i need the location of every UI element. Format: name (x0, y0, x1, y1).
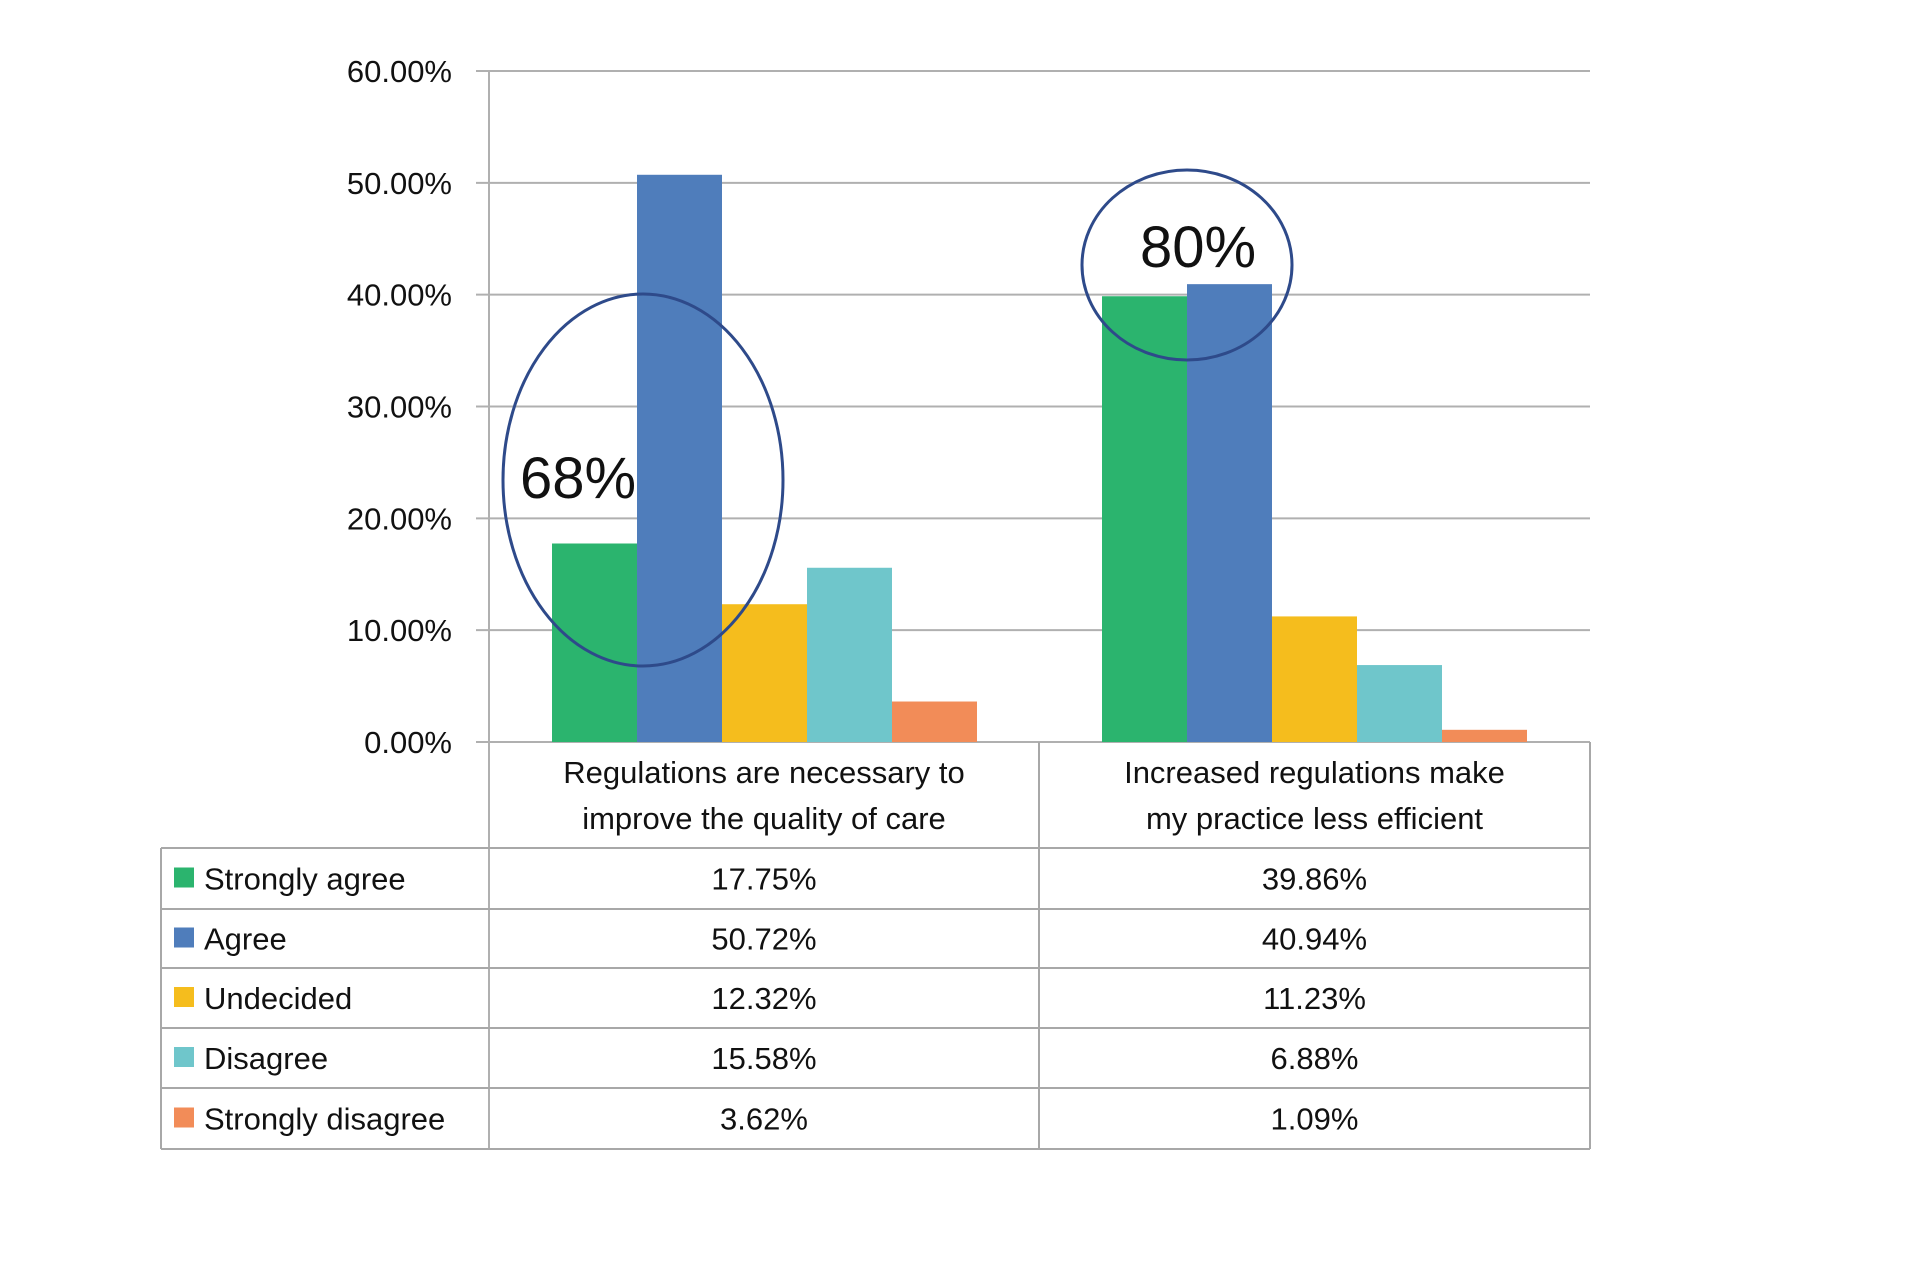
category-label: Increased regulations make (1124, 755, 1505, 790)
bar-strongly-agree (552, 543, 637, 742)
annotation-ellipse (1080, 168, 1294, 362)
y-tick-label: 30.00% (347, 390, 452, 425)
table-value: 40.94% (1262, 922, 1367, 957)
legend-swatch (174, 927, 194, 948)
annotations: 68% 80% (501, 168, 1294, 668)
table-value: 1.09% (1271, 1102, 1359, 1137)
table-value: 11.23% (1263, 981, 1366, 1016)
table-value: 12.32% (711, 981, 816, 1016)
table-value: 15.58% (711, 1041, 816, 1076)
bar-agree (637, 174, 722, 743)
bar-disagree (1357, 665, 1442, 742)
y-tick-label: 0.00% (364, 725, 452, 760)
category-label: my practice less efficient (1146, 801, 1483, 836)
y-tick-labels: 0.00% 10.00% 20.00% 30.00% 40.00% 50.00% 60.00… (347, 54, 452, 760)
annotation-ellipse (501, 292, 785, 668)
y-tick-label: 50.00% (347, 166, 452, 201)
annotation-label: 68% (520, 446, 636, 511)
legend-label: Undecided (204, 981, 352, 1016)
category-label: Regulations are necessary to (563, 755, 965, 790)
y-tick-label: 40.00% (347, 278, 452, 313)
table-value: 17.75% (711, 862, 816, 897)
bar-disagree (807, 567, 892, 742)
data-table: Regulations are necessary to improve the … (160, 742, 1591, 1150)
bar-undecided (722, 604, 807, 742)
legend-label: Agree (204, 922, 287, 957)
bar-undecided (1272, 616, 1357, 742)
legend-swatch (174, 867, 194, 888)
legend-label: Strongly disagree (204, 1102, 445, 1137)
legend-swatch (174, 987, 194, 1007)
legend-swatch (174, 1107, 194, 1128)
bar-strongly-disagree (892, 701, 977, 742)
y-tick-label: 60.00% (347, 54, 452, 89)
annotation-label: 80% (1140, 215, 1256, 280)
legend-swatch (174, 1047, 194, 1067)
bars (552, 174, 1527, 743)
legend-label: Strongly agree (204, 862, 406, 897)
table-value: 50.72% (711, 922, 816, 957)
y-tick-label: 20.00% (347, 501, 452, 536)
bar-strongly-disagree (1442, 729, 1527, 742)
category-label: improve the quality of care (582, 801, 946, 836)
bar-strongly-agree (1102, 296, 1187, 742)
table-value: 3.62% (720, 1102, 808, 1137)
table-value: 39.86% (1262, 862, 1367, 897)
legend-label: Disagree (204, 1041, 328, 1076)
table-value: 6.88% (1271, 1041, 1359, 1076)
y-tick-label: 10.00% (347, 613, 452, 648)
